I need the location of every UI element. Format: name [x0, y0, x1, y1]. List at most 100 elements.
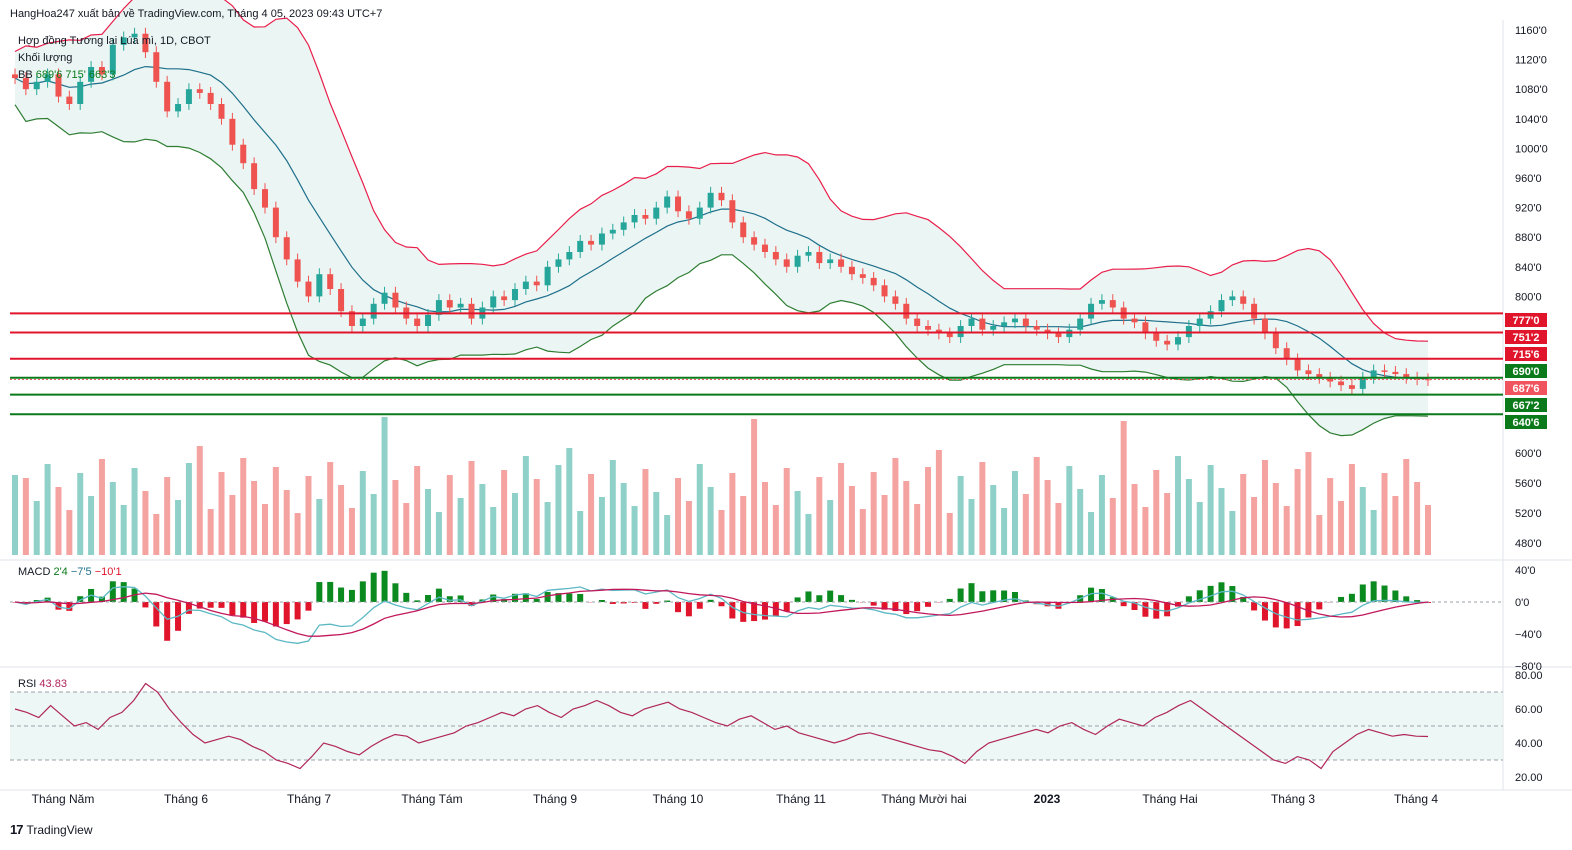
candle-body: [718, 192, 725, 201]
rsi-value: 43.83: [39, 678, 67, 690]
bollinger-band: [14, 0, 1429, 437]
volume-bar: [272, 467, 279, 555]
volume-bar: [1240, 474, 1247, 555]
candles: [12, 27, 1431, 395]
candle-body: [696, 207, 703, 219]
volume-bar: [805, 514, 812, 555]
candle-body: [794, 255, 801, 267]
time-label: Tháng 3: [1271, 792, 1315, 806]
macd-histogram-bar: [892, 602, 899, 612]
candle-body: [511, 289, 518, 301]
candle-body: [1338, 381, 1345, 386]
volume-bar: [1098, 475, 1105, 555]
bb-fill: [15, 0, 1428, 436]
candle-body: [196, 89, 203, 93]
level-label-bg: [1505, 415, 1547, 429]
bb-legend[interactable]: BB 689'6 715' 663'3: [18, 69, 115, 81]
candle-body: [1370, 370, 1377, 378]
macd-histogram-bar: [435, 588, 442, 602]
candle-body: [816, 252, 823, 264]
candle-body: [1359, 377, 1366, 389]
candle-body: [164, 81, 171, 112]
price-tick: 840'0: [1515, 262, 1542, 274]
volume-tick: 600'0: [1515, 448, 1542, 460]
volume-bar: [968, 499, 975, 555]
level-label-bg: [1505, 364, 1547, 378]
volume-tick: 480'0: [1515, 538, 1542, 550]
macd-histogram-bar: [1283, 602, 1290, 629]
volume-bar: [1044, 480, 1051, 555]
candle-body: [1272, 333, 1279, 349]
bb-basis-line: [14, 65, 1429, 380]
macd-histogram-bar: [1142, 602, 1149, 617]
macd-histogram-bar: [1272, 602, 1279, 628]
volume-bar: [577, 511, 584, 555]
macd-histogram-bar: [1251, 602, 1258, 611]
time-label: Tháng Tám: [401, 792, 462, 806]
macd-histogram-bar: [968, 583, 975, 602]
volume-bar: [729, 473, 736, 555]
volume-bar: [946, 513, 953, 555]
candle-body: [903, 303, 910, 319]
level-label: 640'6: [1512, 417, 1539, 429]
candle-body: [175, 104, 182, 112]
volume-bar: [664, 515, 671, 555]
symbol-legend[interactable]: Hợp đồng Tương lai Lúa mì, 1D, CBOT: [18, 35, 211, 47]
macd-histogram-bar: [283, 602, 290, 625]
macd-histogram-bar: [1381, 585, 1388, 602]
volume-bar: [827, 500, 834, 555]
level-label: 777'0: [1512, 315, 1539, 327]
candle-body: [642, 215, 649, 219]
macd-histogram-bar: [153, 602, 160, 627]
macd-histogram-bar: [272, 602, 279, 627]
rsi-tick: 20.00: [1515, 772, 1543, 784]
candle-body: [892, 296, 899, 304]
macd-histogram-bar: [338, 587, 345, 602]
macd-histogram-bar: [229, 602, 236, 616]
macd-histogram-bar: [816, 595, 823, 602]
candle-body: [805, 252, 812, 256]
volume-bar: [22, 478, 29, 555]
macd-histogram-bar: [555, 593, 562, 602]
rsi-legend[interactable]: RSI 43.83: [18, 678, 67, 690]
volume-bar: [446, 475, 453, 555]
candle-body: [283, 237, 290, 260]
candle-body: [914, 318, 921, 326]
volume-bar: [207, 509, 214, 555]
macd-histogram-bar: [685, 602, 692, 617]
level-label: 687'6: [1512, 383, 1539, 395]
candle-body: [109, 44, 116, 75]
volume-bar: [718, 510, 725, 555]
volume-bar: [66, 510, 73, 555]
macd-histogram-bar: [370, 572, 377, 602]
macd-histogram-bar: [1098, 589, 1105, 602]
volume-bar: [892, 458, 899, 555]
volume-bar: [12, 475, 18, 555]
tradingview-logo[interactable]: 17 TradingView: [10, 822, 93, 837]
candle-body: [120, 37, 127, 45]
macd-histogram-bar: [381, 570, 388, 602]
bb-lower-line: [14, 104, 1429, 437]
candle-body: [490, 296, 497, 308]
candle-body: [446, 300, 453, 308]
volume-bar: [642, 469, 649, 555]
candle-body: [1294, 359, 1301, 371]
candle-body: [664, 196, 671, 208]
candle-body: [33, 81, 40, 90]
volume-bar: [55, 487, 62, 555]
volume-bar: [957, 476, 964, 555]
macd-line: [14, 586, 1429, 644]
time-label: Tháng 4: [1394, 792, 1438, 806]
volume-legend[interactable]: Khối lượng: [18, 52, 73, 64]
candle-body: [1153, 333, 1160, 341]
candle-body: [653, 207, 660, 219]
candle-body: [327, 274, 334, 289]
candle-body: [783, 259, 790, 267]
macd-histogram-bar: [805, 591, 812, 602]
macd-histogram-bar: [1316, 602, 1323, 610]
candle-body: [881, 285, 888, 297]
macd-legend[interactable]: MACD 2'4 −7'5 −10'1: [18, 566, 122, 578]
macd-histogram-bar: [261, 602, 268, 622]
macd-histogram-bar: [838, 595, 845, 602]
volume-bar: [1251, 497, 1258, 555]
